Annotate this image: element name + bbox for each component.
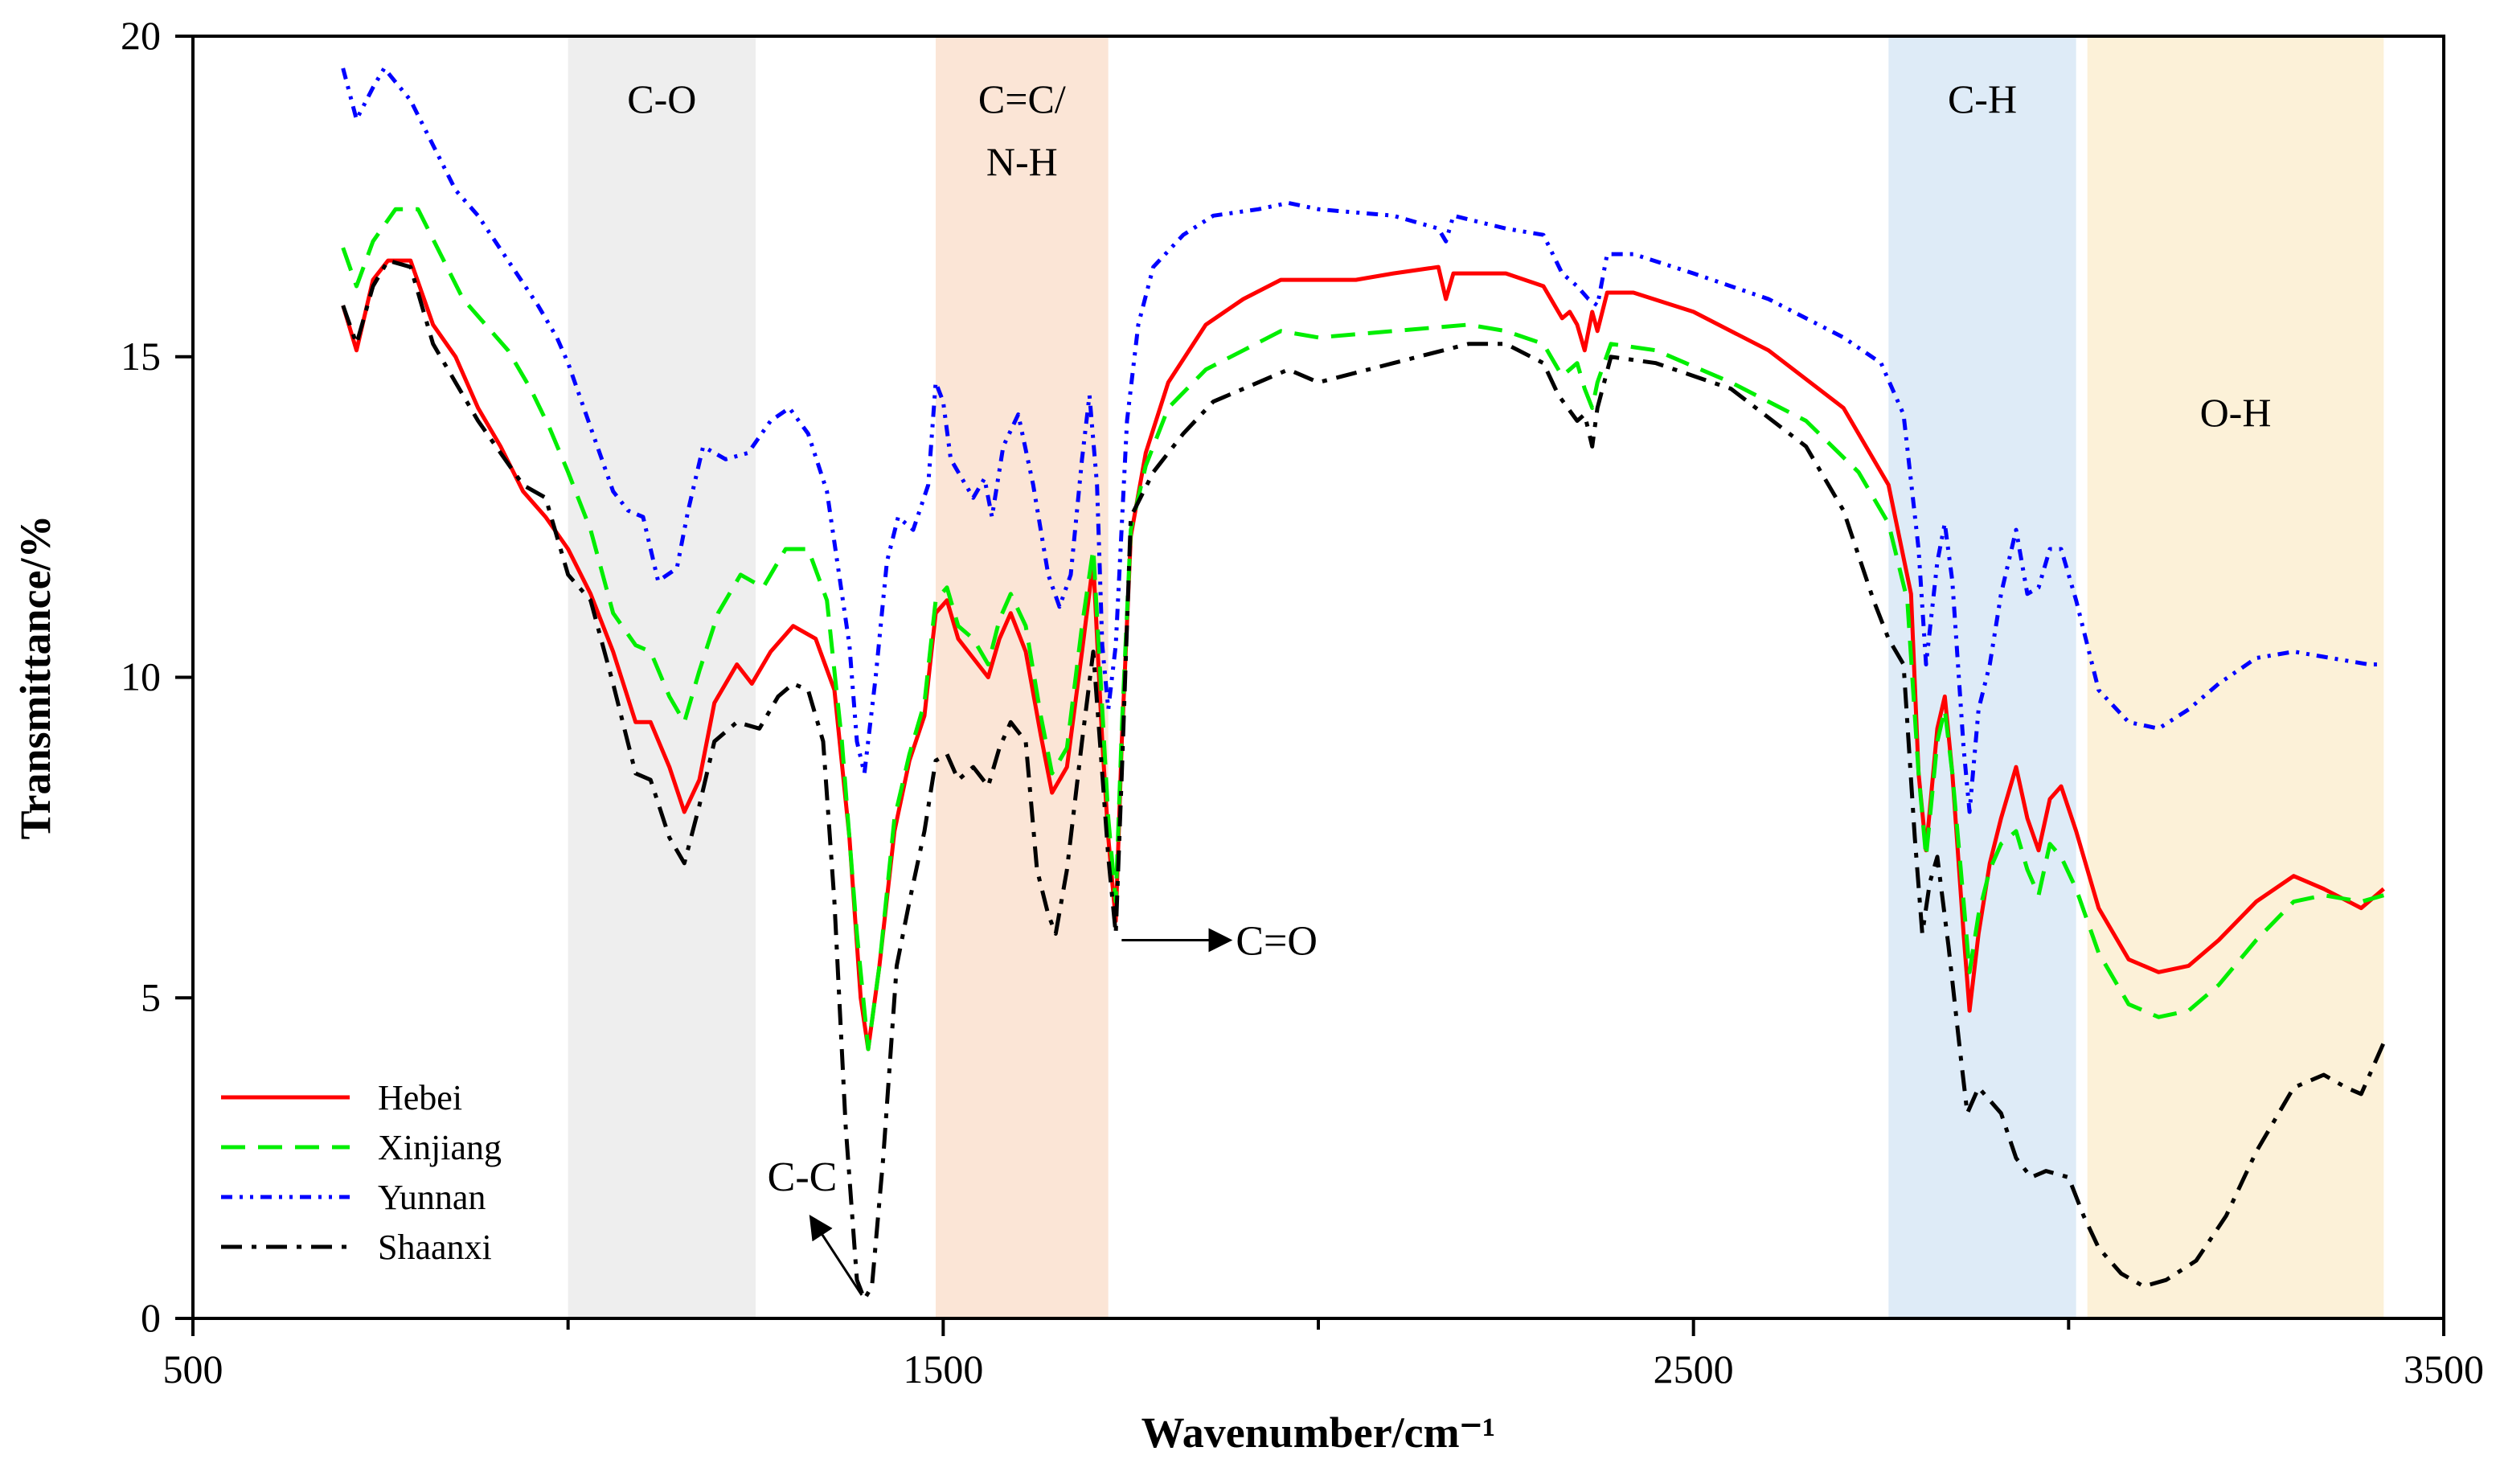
band-label-1-0: C=C/ (978, 76, 1066, 121)
legend-label-shaanxi: Shaanxi (378, 1228, 492, 1267)
band-2 (1888, 36, 2076, 1318)
x-tick-label-2500: 2500 (1654, 1347, 1734, 1392)
y-axis-title: Transmittance/% (11, 515, 59, 840)
y-tick-label-10: 10 (121, 654, 161, 699)
legend-label-hebei: Hebei (378, 1078, 462, 1117)
series-line-shaanxi (341, 258, 2386, 1302)
annotation-c-o: C=O (1236, 918, 1318, 964)
annotation-c-c: C-C (768, 1154, 838, 1200)
band-label-0: C-O (627, 76, 696, 121)
band-label-3: O-H (2200, 390, 2272, 435)
legend: Hebei Xinjiang Yunnan Shaanxi (221, 1078, 502, 1267)
annotations: C-C C=O (768, 918, 1318, 1296)
x-tick-label-3500: 3500 (2404, 1347, 2484, 1392)
legend-label-yunnan: Yunnan (378, 1178, 486, 1217)
legend-label-xinjiang: Xinjiang (378, 1128, 502, 1167)
series-line-hebei (341, 258, 2385, 1052)
series-lines (341, 66, 2386, 1302)
series-line-xinjiang (341, 207, 2384, 1052)
band-3 (2087, 36, 2384, 1318)
functional-group-bands: C-O C=C/N-H C-H O-H (568, 36, 2384, 1318)
band-label-1-1: N-H (986, 139, 1058, 184)
y-tick-label-0: 0 (141, 1295, 161, 1340)
y-tick-label-15: 15 (121, 334, 161, 379)
x-axis-title: Wavenumber/cm⁻¹ (1141, 1408, 1496, 1457)
x-tick-label-500: 500 (163, 1347, 223, 1392)
band-1 (936, 36, 1109, 1318)
axes: 500 1500 2500 3500 0 5 10 15 20 (121, 13, 2484, 1392)
band-label-2: C-H (1948, 76, 2017, 121)
x-tick-label-1500: 1500 (903, 1347, 983, 1392)
y-tick-label-20: 20 (121, 13, 161, 58)
arrow-c-c (809, 1215, 863, 1296)
y-tick-label-5: 5 (141, 974, 161, 1019)
